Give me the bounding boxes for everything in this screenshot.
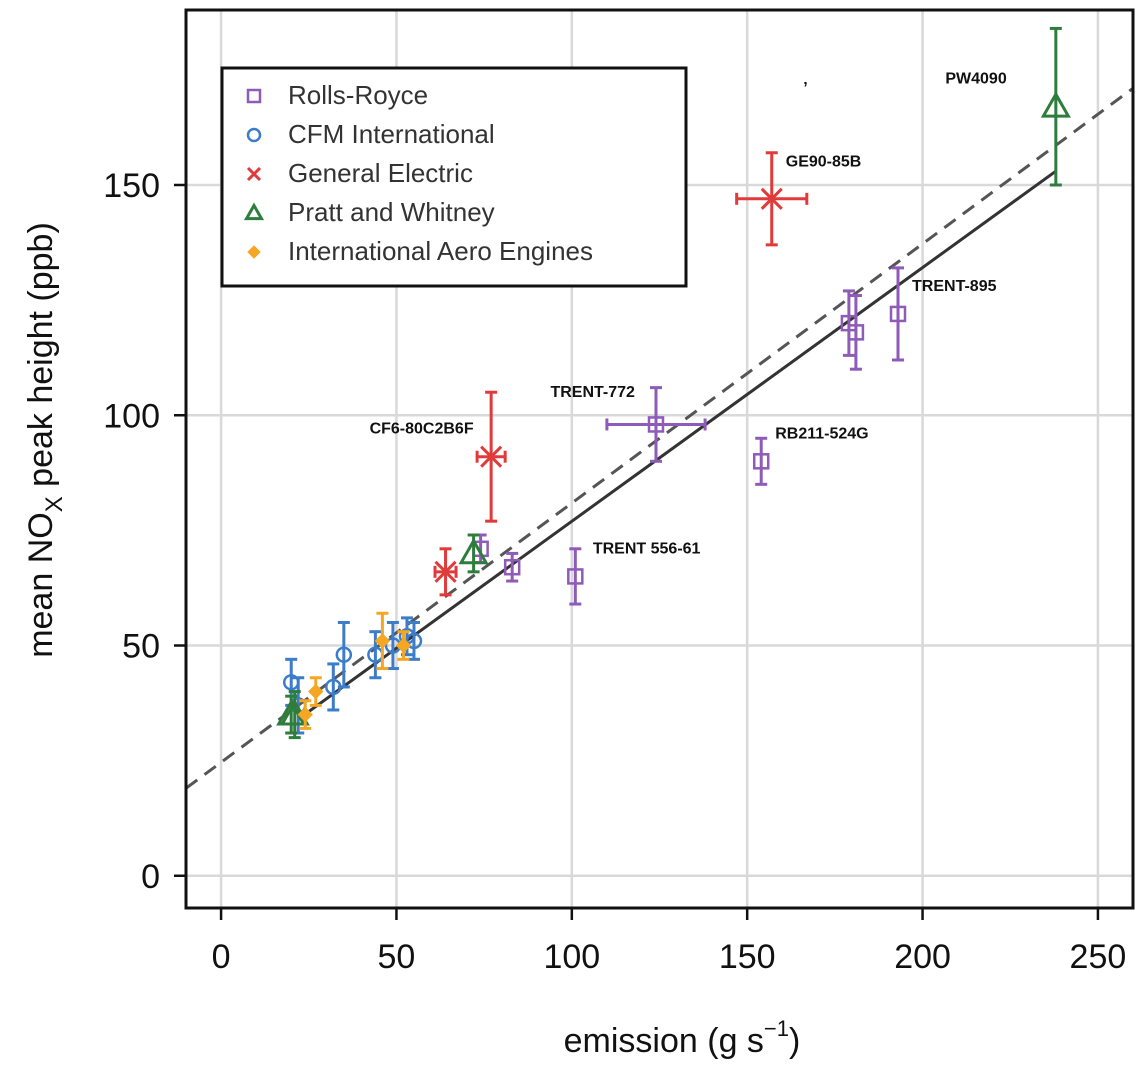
x-tick-label: 250 (1070, 938, 1127, 976)
legend-entries: Rolls-Royce CFM International General Elec… (243, 80, 593, 266)
legend-entry: International Aero Engines (247, 236, 593, 266)
data-point (374, 633, 391, 649)
point-label: TRENT-772 (550, 384, 635, 401)
x-tick-label: 150 (719, 938, 776, 976)
point-label: CF6-80C2B6F (370, 421, 474, 438)
point-label: PW4090 (945, 71, 1006, 88)
y-axis-title: mean NOX peak height (ppb) (22, 222, 68, 658)
legend-label: International Aero Engines (288, 236, 593, 266)
data-point (405, 632, 423, 650)
series-general-electric (433, 151, 809, 597)
y-tick-label: 50 (122, 628, 160, 666)
data-point (567, 568, 584, 585)
x-marker-icon (246, 166, 262, 182)
legend-entry: Rolls-Royce (246, 80, 428, 110)
plot-frame (184, 8, 1135, 910)
square-marker-icon (246, 88, 262, 104)
fit-line-solid (297, 169, 1057, 721)
legend-label: General Electric (288, 158, 473, 188)
series-international-aero-engines (297, 611, 412, 730)
point-label: TRENT 556-61 (593, 540, 701, 557)
x-marker-icon-stroke (246, 166, 262, 182)
data-point (647, 416, 665, 433)
data-point (889, 305, 907, 323)
data-point (503, 558, 521, 576)
axis-ticks: 0 50 100 150 200 250 0 50 100 150 (103, 167, 1126, 976)
data-point (847, 324, 865, 341)
x-axis-title: emission (g s−1) (564, 1016, 801, 1060)
x-tick-label: 0 (212, 938, 231, 976)
point-label: RB211-524G (775, 425, 868, 442)
legend-label: Pratt and Whitney (288, 197, 495, 227)
y-tick-label: 100 (103, 397, 160, 435)
point-label: GE90-85B (786, 154, 862, 171)
data-point (458, 537, 489, 565)
x-tick-label: 50 (378, 938, 416, 976)
data-point-stroke (760, 187, 783, 210)
data-point (480, 445, 503, 468)
legend-entry: CFM International (246, 119, 495, 149)
annotations: PW4090 GE90-85B TRENT-895 TRENT-772 RB211-52… (370, 71, 1007, 558)
data-point (335, 646, 353, 663)
legend-label: Rolls-Royce (288, 80, 428, 110)
data-point (395, 637, 412, 654)
legend-entry: General Electric (246, 158, 473, 188)
x-tick-label: 100 (543, 938, 600, 976)
data-point (760, 187, 783, 210)
legend-entry: Pratt and Whitney (243, 197, 495, 227)
legend: Rolls-Royce CFM International General Elec… (220, 66, 688, 288)
stray-mark: ’ (803, 80, 807, 97)
data-point (1040, 91, 1071, 118)
data-point (434, 560, 457, 583)
data-point (752, 453, 770, 470)
y-tick-label: 150 (103, 167, 160, 205)
legend-box (220, 66, 688, 288)
data-points (276, 26, 1071, 740)
triangle-marker-icon (243, 202, 265, 221)
data-point-stroke (434, 560, 457, 583)
legend-label: CFM International (288, 119, 495, 149)
y-tick-label: 0 (141, 858, 160, 896)
point-label: TRENT-895 (912, 278, 997, 295)
data-point (297, 706, 313, 723)
diamond-marker-icon (247, 245, 261, 259)
data-point-stroke (480, 445, 503, 468)
data-point (308, 683, 324, 700)
circle-marker-icon (246, 127, 262, 143)
x-tick-label: 200 (894, 938, 951, 976)
